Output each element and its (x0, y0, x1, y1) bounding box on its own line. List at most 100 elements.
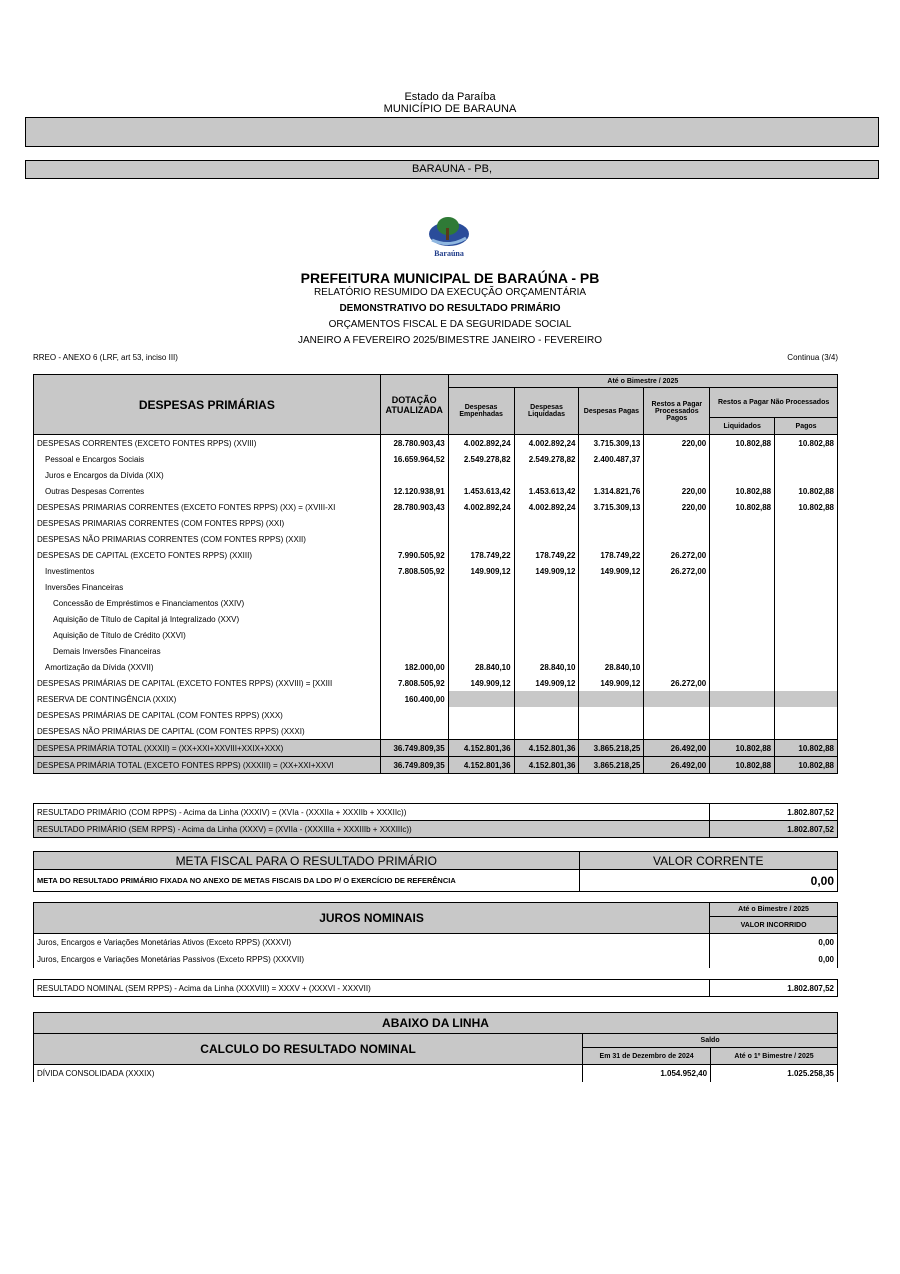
cell-empenhadas: 4.152.801,36 (447, 756, 515, 774)
row-label: DESPESAS PRIMARIAS CORRENTES (EXCETO FON… (33, 499, 381, 515)
row-label: DESPESAS NÃO PRIMARIAS CORRENTES (COM FO… (33, 531, 381, 547)
table-row: DESPESAS PRIMARIAS CORRENTES (EXCETO FON… (33, 499, 838, 515)
table-row: Amortização da Dívida (XXVII) 182.000,00 2… (33, 659, 838, 675)
cell-pagas (578, 691, 645, 707)
cell-pagas (578, 723, 645, 740)
cell-empenhadas (447, 707, 515, 723)
juros-passivos-label: Juros, Encargos e Variações Monetárias P… (32, 950, 710, 968)
table-row: Concessão de Empréstimos e Financiamento… (33, 595, 838, 611)
col-despesas: DESPESAS PRIMÁRIAS (33, 374, 381, 435)
row-label: DESPESA PRIMÁRIA TOTAL (EXCETO FONTES RP… (33, 756, 381, 774)
cell-dotacao: 7.808.505,92 (379, 563, 449, 579)
table-row: DESPESAS NÃO PRIMARIAS CORRENTES (COM FO… (33, 531, 838, 547)
cell-empenhadas (447, 531, 515, 547)
cell-liquidadas: 1.453.613,42 (513, 483, 580, 499)
subtitle-2: DEMONSTRATIVO DO RESULTADO PRIMÁRIO (339, 303, 561, 314)
cell-empenhadas (447, 467, 515, 483)
row-label: DESPESAS NÃO PRIMÁRIAS DE CAPITAL (COM F… (33, 723, 381, 740)
cell-dotacao (379, 579, 449, 595)
cell-rp-nproc-liquidados: 10.802,88 (709, 739, 776, 757)
cell-rp-proc-pagos (643, 691, 711, 707)
calculo-header: CALCULO DO RESULTADO NOMINAL (32, 1033, 584, 1065)
row-label: Pessoal e Encargos Sociais (33, 451, 381, 467)
cell-rp-proc-pagos (643, 451, 711, 467)
cell-rp-nproc-pagos (774, 723, 838, 740)
table-row: DESPESAS PRIMÁRIAS DE CAPITAL (COM FONTE… (33, 707, 838, 723)
municipality: MUNICÍPIO DE BARAUNA (383, 103, 517, 115)
cell-rp-nproc-pagos (774, 547, 838, 563)
col-dez-2024: Em 31 de Dezembro de 2024 (582, 1047, 712, 1065)
table-row: Outras Despesas Correntes 12.120.938,91 1.… (33, 483, 838, 499)
cell-empenhadas: 1.453.613,42 (447, 483, 515, 499)
meta-value: 0,00 (578, 869, 839, 892)
meta-label: META DO RESULTADO PRIMÁRIO FIXADA NO ANE… (33, 869, 580, 892)
cell-rp-nproc-liquidados (709, 547, 776, 563)
rp-processados-label: Restos a Pagar Processados (651, 400, 703, 415)
juros-ativos-label: Juros, Encargos e Variações Monetárias A… (32, 933, 710, 951)
divida-dez-value: 1.054.952,40 (582, 1064, 711, 1082)
cell-empenhadas: 149.909,12 (447, 675, 515, 691)
cell-dotacao: 12.120.938,91 (379, 483, 449, 499)
cell-pagas: 2.400.487,37 (578, 451, 645, 467)
cell-pagas: 178.749,22 (578, 547, 645, 563)
cell-rp-proc-pagos (643, 643, 711, 659)
location-bar: BARAUNA - PB, (25, 160, 879, 179)
row-label: Aquisição de Título de Crédito (XXVI) (33, 627, 381, 643)
blank-bar (25, 117, 879, 147)
cell-pagas (578, 515, 645, 531)
header: Estado da Paraíba MUNICÍPIO DE BARAUNA (0, 91, 900, 115)
cell-rp-proc-pagos (643, 723, 711, 740)
col-rp-nao-processados: Restos a Pagar Não Processados (709, 387, 838, 418)
cell-liquidadas: 178.749,22 (513, 547, 580, 563)
subtitle-1: RELATÓRIO RESUMIDO DA EXECUÇÃO ORÇAMENTÁ… (313, 287, 587, 298)
divida-label: DÍVIDA CONSOLIDADA (XXXIX) (32, 1064, 583, 1082)
cell-liquidadas (513, 643, 580, 659)
row-label: Amortização da Dívida (XXVII) (33, 659, 381, 675)
cell-empenhadas: 149.909,12 (447, 563, 515, 579)
cell-rp-nproc-pagos: 10.802,88 (774, 499, 838, 515)
row-label: Inversões Financeiras (33, 579, 381, 595)
cell-empenhadas: 178.749,22 (447, 547, 515, 563)
cell-dotacao (379, 611, 449, 627)
row-label: Investimentos (33, 563, 381, 579)
cell-liquidadas (513, 531, 580, 547)
table-row: Aquisição de Título de Capital já Integr… (33, 611, 838, 627)
cell-liquidadas (513, 627, 580, 643)
cell-rp-proc-pagos (643, 611, 711, 627)
cell-rp-nproc-pagos: 10.802,88 (774, 756, 838, 774)
cell-liquidadas (513, 611, 580, 627)
cell-liquidadas: 4.002.892,24 (513, 434, 580, 451)
cell-liquidadas (513, 467, 580, 483)
juros-valor-incorrido: VALOR INCORRIDO (709, 916, 838, 934)
table-row: Juros e Encargos da Dívida (XIX) (33, 467, 838, 483)
cell-dotacao: 16.659.964,52 (379, 451, 449, 467)
cell-pagas (578, 579, 645, 595)
cell-rp-nproc-liquidados (709, 579, 776, 595)
cell-rp-nproc-pagos (774, 659, 838, 675)
cell-pagas: 3.715.309,13 (578, 499, 645, 515)
table-row: DESPESAS DE CAPITAL (EXCETO FONTES RPPS)… (33, 547, 838, 563)
cell-rp-nproc-pagos (774, 563, 838, 579)
primary-expenses-table: DESPESAS PRIMÁRIAS DOTAÇÃO ATUALIZADA At… (33, 374, 839, 774)
cell-pagas: 28.840,10 (578, 659, 645, 675)
cell-rp-nproc-pagos (774, 595, 838, 611)
cell-pagas (578, 595, 645, 611)
col-liquidadas: Despesas Liquidadas (513, 387, 580, 435)
cell-rp-proc-pagos: 26.492,00 (643, 739, 711, 757)
annex-label: RREO - ANEXO 6 (LRF, art 53, inciso III) (33, 353, 178, 362)
state: Estado da Paraíba (404, 91, 496, 103)
cell-rp-nproc-pagos (774, 707, 838, 723)
cell-rp-nproc-pagos (774, 531, 838, 547)
table-row: DESPESA PRIMÁRIA TOTAL (XXXII) = (XX+XXI… (33, 739, 838, 757)
col-dotacao: DOTAÇÃO ATUALIZADA (379, 374, 449, 435)
cell-empenhadas: 4.002.892,24 (447, 499, 515, 515)
row-label: RESERVA DE CONTINGÊNCIA (XXIX) (33, 691, 381, 707)
cell-empenhadas (447, 595, 515, 611)
row-label: DESPESAS CORRENTES (EXCETO FONTES RPPS) … (33, 434, 381, 451)
cell-pagas: 149.909,12 (578, 563, 645, 579)
cell-pagas: 1.314.821,76 (578, 483, 645, 499)
cell-rp-nproc-liquidados: 10.802,88 (709, 483, 776, 499)
cell-empenhadas: 2.549.278,82 (447, 451, 515, 467)
cell-rp-nproc-liquidados (709, 707, 776, 723)
period: JANEIRO A FEVEREIRO 2025/BIMESTRE JANEIR… (298, 335, 602, 346)
